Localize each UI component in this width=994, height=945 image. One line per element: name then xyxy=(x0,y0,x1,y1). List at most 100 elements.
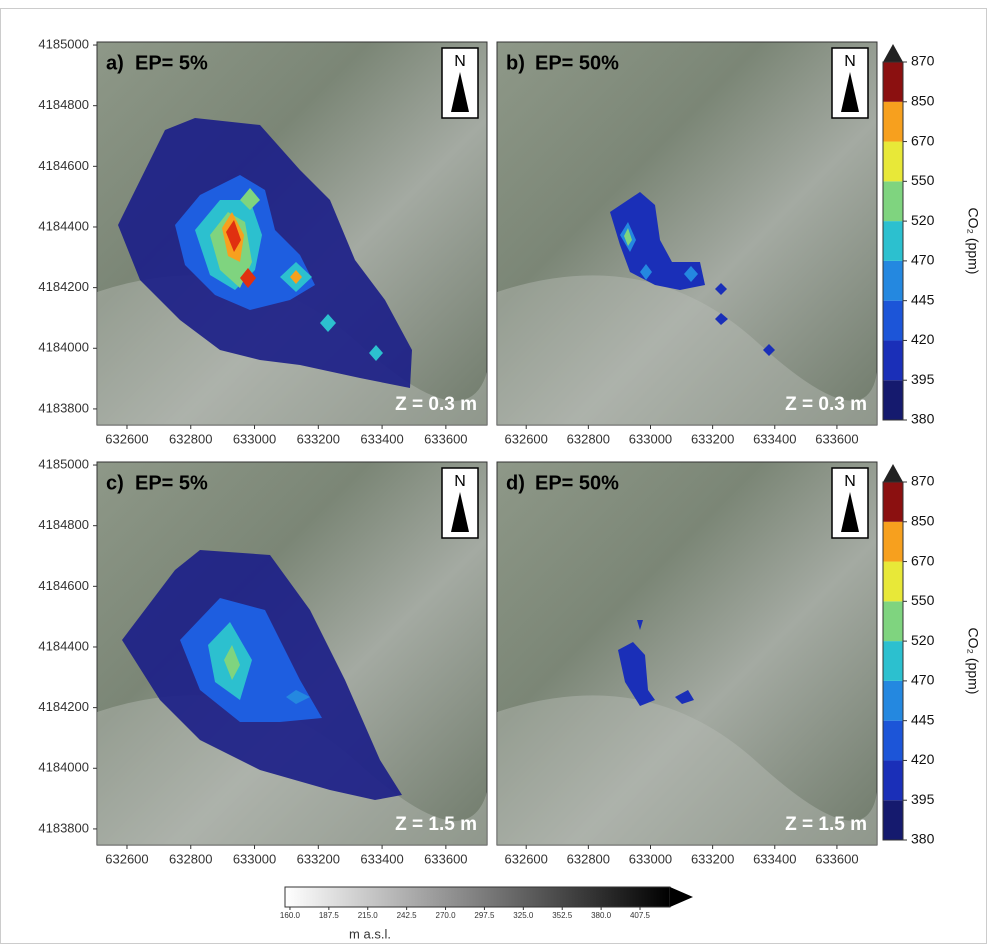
colorbar-tick-label: 850 xyxy=(911,512,935,528)
elevation-tick-label: 215.0 xyxy=(358,911,379,920)
y-tick-label: 4184800 xyxy=(38,97,89,112)
elevation-tick-label: 187.5 xyxy=(319,911,340,920)
panel-title: EP= 50% xyxy=(535,472,619,494)
x-tick-label: 633200 xyxy=(691,431,734,446)
elevation-tick-label: 270.0 xyxy=(436,911,457,920)
x-tick-label: 633400 xyxy=(753,431,796,446)
elevation-tick-label: 380.0 xyxy=(591,911,612,920)
y-tick-label: 4184200 xyxy=(38,279,89,294)
colorbar-segment xyxy=(883,301,903,341)
panel-label: a) xyxy=(106,52,124,74)
x-tick-label: 632600 xyxy=(105,431,148,446)
y-tick-label: 4184200 xyxy=(38,699,89,714)
colorbar-tick-label: 520 xyxy=(911,632,935,648)
x-tick-label: 632800 xyxy=(567,851,610,866)
y-tick-label: 4184800 xyxy=(38,517,89,532)
colorbar-tick-label: 670 xyxy=(911,552,935,568)
colorbar-tick-label: 445 xyxy=(911,291,935,307)
colorbar-tick-label: 470 xyxy=(911,672,935,688)
y-tick-label: 4184400 xyxy=(38,638,89,653)
elevation-tick-label: 325.0 xyxy=(513,911,534,920)
x-tick-label: 632800 xyxy=(567,431,610,446)
colorbar-tick-label: 550 xyxy=(911,172,935,188)
panel-title: EP= 5% xyxy=(135,472,208,494)
elevation-bar xyxy=(285,887,670,907)
panel-label: c) xyxy=(106,472,124,494)
colorbar-segment xyxy=(883,800,903,840)
colorbar-segment xyxy=(883,142,903,182)
x-tick-label: 633200 xyxy=(691,851,734,866)
colorbar-tick-label: 420 xyxy=(911,751,935,767)
colorbar-segment xyxy=(883,340,903,380)
figure: 632600 632800 633000 633200 633400 633600 4183… xyxy=(0,0,994,945)
colorbar-segment xyxy=(883,721,903,761)
colorbar-tick-label: 445 xyxy=(911,711,935,727)
elevation-tick-label: 160.0 xyxy=(280,911,301,920)
colorbar-tick-label: 850 xyxy=(911,92,935,108)
elevation-label: m a.s.l. xyxy=(349,926,391,941)
colorbar-tick-label: 520 xyxy=(911,212,935,228)
elevation-tick-label: 297.5 xyxy=(474,911,495,920)
colorbar-segment xyxy=(883,221,903,261)
colorbar-tick-label: 470 xyxy=(911,252,935,268)
y-tick-label: 4184400 xyxy=(38,218,89,233)
y-tick-label: 4185000 xyxy=(38,36,89,51)
north-label: N xyxy=(844,53,856,70)
height-label: Z = 1.5 m xyxy=(395,814,477,835)
colorbar-segment xyxy=(883,681,903,721)
colorbar-extension xyxy=(883,44,903,62)
colorbar-tick-label: 395 xyxy=(911,371,935,387)
panel-title: EP= 5% xyxy=(135,52,208,74)
panel-title: EP= 50% xyxy=(535,52,619,74)
colorbar-tick-label: 395 xyxy=(911,791,935,807)
x-tick-label: 632800 xyxy=(169,851,212,866)
colorbar-tick-label: 420 xyxy=(911,331,935,347)
y-tick-label: 4183800 xyxy=(38,820,89,835)
height-label: Z = 0.3 m xyxy=(395,394,477,415)
y-tick-label: 4184000 xyxy=(38,340,89,355)
colorbar-tick-label: 550 xyxy=(911,592,935,608)
y-tick-label: 4184600 xyxy=(38,158,89,173)
colorbar-segment xyxy=(883,62,903,102)
colorbar-tick-label: 380 xyxy=(911,831,935,847)
colorbar-segment xyxy=(883,562,903,602)
x-tick-label: 633000 xyxy=(629,851,672,866)
colorbar-segment xyxy=(883,102,903,142)
colorbar-segment xyxy=(883,181,903,221)
x-tick-label: 633200 xyxy=(297,851,340,866)
colorbar-tick-label: 870 xyxy=(911,53,935,69)
colorbar-tick-label: 670 xyxy=(911,132,935,148)
colorbar-segment xyxy=(883,601,903,641)
x-tick-label: 633600 xyxy=(424,851,467,866)
x-tick-label: 633000 xyxy=(233,851,276,866)
north-label: N xyxy=(454,473,466,490)
panel-label: b) xyxy=(506,52,525,74)
x-tick-label: 633600 xyxy=(424,431,467,446)
colorbar-segment xyxy=(883,641,903,681)
y-tick-label: 4184000 xyxy=(38,760,89,775)
colorbar-extension xyxy=(883,464,903,482)
elevation-extension xyxy=(670,887,693,907)
elevation-tick-label: 242.5 xyxy=(397,911,418,920)
colorbar-tick-label: 380 xyxy=(911,411,935,427)
colorbar-segment xyxy=(883,482,903,522)
north-label: N xyxy=(454,53,466,70)
x-tick-label: 633400 xyxy=(360,851,403,866)
elevation-tick-label: 352.5 xyxy=(552,911,573,920)
x-tick-label: 633200 xyxy=(297,431,340,446)
x-tick-label: 633400 xyxy=(753,851,796,866)
y-tick-label: 4184600 xyxy=(38,578,89,593)
y-tick-label: 4183800 xyxy=(38,400,89,415)
colorbar-segment xyxy=(883,522,903,562)
x-tick-label: 633000 xyxy=(629,431,672,446)
y-tick-label: 4185000 xyxy=(38,456,89,471)
colorbar-label: CO₂ (ppm) xyxy=(965,628,981,695)
x-tick-label: 633600 xyxy=(815,851,858,866)
height-label: Z = 0.3 m xyxy=(785,394,867,415)
x-tick-label: 633400 xyxy=(360,431,403,446)
panel-label: d) xyxy=(506,472,525,494)
elevation-tick-label: 407.5 xyxy=(630,911,651,920)
x-tick-label: 632600 xyxy=(505,431,548,446)
x-tick-label: 632600 xyxy=(505,851,548,866)
x-tick-label: 633000 xyxy=(233,431,276,446)
